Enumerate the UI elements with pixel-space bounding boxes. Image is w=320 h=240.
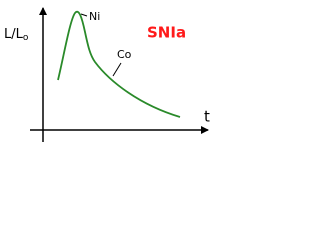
ni-label: Ni [89,10,100,23]
co-label: Co [117,48,132,61]
y-label-subscript: o [23,33,29,43]
ni-pointer [80,13,88,17]
x-axis-label: t [204,108,210,126]
light-curve [57,10,181,118]
title: SNIa [147,24,186,42]
diagram: L/Lo Ni Co SNIa t [4,7,210,142]
y-label-main: L/L [4,27,24,42]
co-pointer [112,62,122,77]
y-axis-label: L/Lo [4,27,29,43]
